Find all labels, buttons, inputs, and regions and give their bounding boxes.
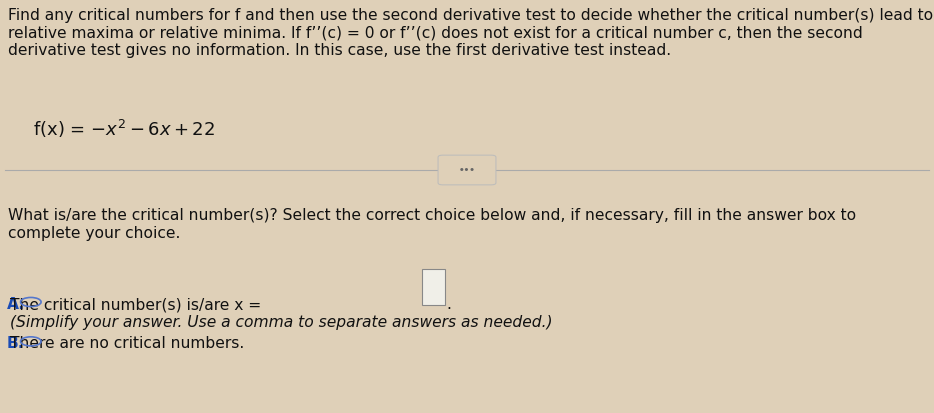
Text: A.: A.	[7, 297, 24, 312]
Text: f(x) = $-x^2 - 6x + 22$: f(x) = $-x^2 - 6x + 22$	[33, 118, 215, 140]
Text: Find any critical numbers for f and then use the second derivative test to decid: Find any critical numbers for f and then…	[8, 8, 933, 23]
Text: There are no critical numbers.: There are no critical numbers.	[9, 336, 244, 351]
Text: (Simplify your answer. Use a comma to separate answers as needed.): (Simplify your answer. Use a comma to se…	[9, 316, 552, 330]
Text: B.: B.	[7, 336, 24, 351]
Text: .: .	[446, 297, 451, 312]
Text: The critical number(s) is/are x =: The critical number(s) is/are x =	[9, 297, 266, 312]
Text: relative maxima or relative minima. If f’’(c) = 0 or f’’(c) does not exist for a: relative maxima or relative minima. If f…	[8, 26, 863, 40]
Text: What is/are the critical number(s)? Select the correct choice below and, if nece: What is/are the critical number(s)? Sele…	[8, 208, 856, 223]
Text: •••: •••	[459, 166, 475, 175]
Text: derivative test gives no information. In this case, use the first derivative tes: derivative test gives no information. In…	[8, 43, 672, 58]
Text: complete your choice.: complete your choice.	[8, 225, 180, 240]
